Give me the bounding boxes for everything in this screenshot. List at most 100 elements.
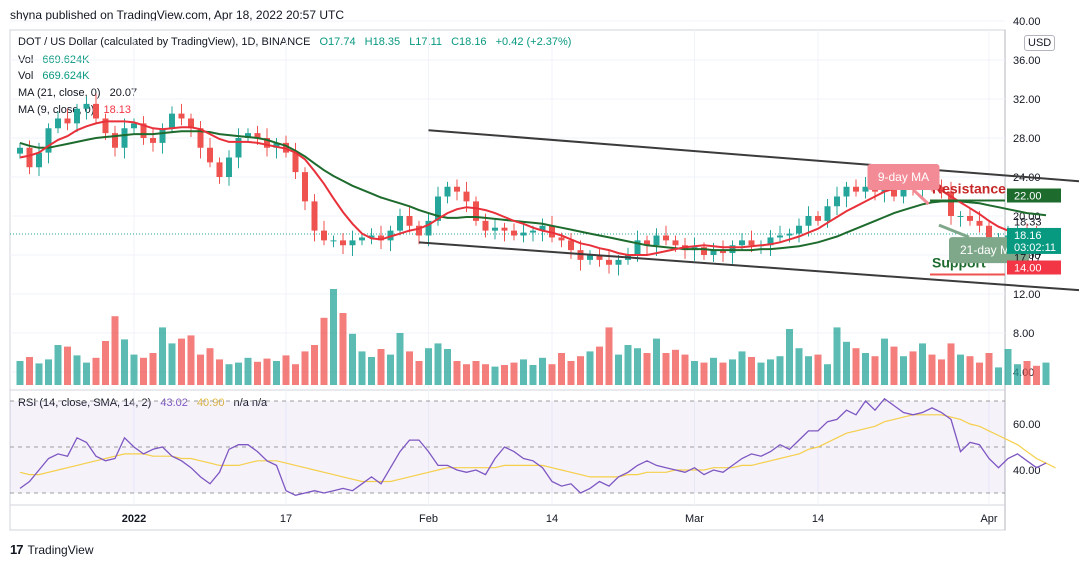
volume-bar	[520, 359, 527, 385]
price-label-support: 14.00	[1014, 263, 1042, 275]
volume-bar	[396, 333, 404, 385]
resistance-annotation: Resistance	[932, 181, 1006, 197]
volume-bar	[54, 345, 62, 385]
rsi-sma-value: 40.90	[196, 397, 225, 409]
candle-body	[492, 227, 498, 231]
volume-bar	[634, 348, 641, 385]
candle-body	[824, 206, 831, 221]
candle-body	[520, 232, 527, 236]
volume-bar	[45, 359, 52, 385]
ma21-line	[19, 130, 1047, 252]
volume-bar	[111, 316, 119, 385]
volume-bar	[548, 364, 556, 385]
volume-bar	[862, 353, 869, 385]
rsi-value: 43.02	[160, 397, 188, 409]
volume-bar	[795, 348, 803, 385]
candle-body	[216, 162, 223, 177]
price-tick-label: 40.00	[1013, 16, 1041, 28]
volume-bar	[890, 346, 898, 385]
ma21-callout-pointer	[938, 223, 970, 239]
candle-body	[406, 216, 413, 226]
candle-body	[634, 240, 641, 255]
candle-body	[834, 196, 840, 207]
volume-bar	[700, 362, 708, 385]
time-tick-label: Feb	[419, 513, 438, 525]
candle-body	[720, 250, 726, 254]
candle-body	[302, 172, 308, 202]
candle-body	[482, 220, 489, 231]
candle-body	[425, 220, 432, 236]
volume-bar	[786, 329, 793, 385]
volume-bar	[149, 353, 157, 385]
volume-bar	[757, 362, 765, 385]
volume-bar	[501, 365, 508, 385]
volume-bar	[995, 367, 1002, 385]
candle-body	[938, 186, 945, 192]
candle-body	[853, 186, 859, 192]
volume-bar	[301, 351, 309, 385]
volume-bar	[586, 351, 594, 385]
ma9-line	[19, 120, 1047, 256]
volume-bar	[1014, 364, 1021, 385]
brand-name: TradingView	[27, 542, 94, 557]
candle-body	[140, 123, 147, 138]
candle-body	[710, 250, 717, 255]
volume-bar	[776, 356, 784, 385]
volume-bar	[767, 359, 774, 385]
candle-body	[178, 113, 185, 119]
publisher-line: shyna published on TradingView.com, Apr …	[10, 8, 344, 22]
volume-bar	[852, 348, 860, 385]
volume-bar	[938, 359, 945, 385]
volume-bar	[748, 357, 755, 385]
volume-bar	[615, 354, 622, 385]
tradingview-logo[interactable]: 17 TradingView	[10, 542, 94, 557]
price-label-box	[1007, 188, 1061, 203]
candle-body	[454, 186, 460, 192]
volume-bar	[833, 327, 841, 385]
volume-bar	[577, 356, 584, 385]
candle-body	[530, 230, 536, 233]
volume-bar	[719, 362, 727, 385]
volume-bar	[529, 365, 537, 385]
currency-button[interactable]: USD	[1024, 35, 1056, 51]
candle-body	[121, 128, 128, 148]
candle-body	[948, 191, 954, 216]
candle-body	[976, 220, 983, 226]
volume-bar	[463, 364, 470, 385]
symbol-description: DOT / US Dollar (calculated by TradingVi…	[18, 36, 311, 48]
candle-body	[568, 240, 574, 251]
candle-body	[767, 237, 774, 246]
candle-body	[701, 247, 707, 255]
channel-trendline	[418, 241, 1079, 292]
candle-body	[64, 118, 71, 124]
volume-bar	[691, 361, 698, 385]
volume-bar	[320, 317, 328, 385]
volume-bar	[643, 353, 651, 385]
volume-bar	[64, 346, 71, 385]
volume-bar	[235, 362, 242, 385]
volume-bar	[92, 357, 100, 385]
candle-body	[739, 240, 745, 246]
legend-symbol-row: DOT / US Dollar (calculated by TradingVi…	[18, 36, 571, 48]
candle-body	[796, 225, 802, 234]
legend-volume-row-2: Vol 669.624K	[18, 70, 89, 82]
candle-body	[786, 233, 793, 236]
volume-bar	[330, 289, 337, 385]
price-label-last: 18.16	[1014, 230, 1042, 242]
volume-bar	[1042, 362, 1050, 385]
candle-body	[112, 133, 118, 148]
time-tick-label: Apr	[980, 513, 997, 525]
candle-body	[45, 128, 52, 153]
volume-bar	[415, 361, 423, 385]
volume-bar	[121, 339, 128, 385]
price-label-countdown: 03:02:11	[1014, 242, 1056, 254]
volume-bar	[254, 361, 261, 385]
volume-bar	[35, 363, 43, 385]
time-tick-label: 17	[280, 513, 292, 525]
price-label-high: 18.33	[1014, 216, 1042, 228]
candle-body	[644, 240, 650, 246]
rsi-tick-label: 60.00	[1013, 419, 1041, 431]
ma21-label: MA (21, close, 0)	[18, 87, 101, 99]
candle-body	[349, 240, 356, 246]
